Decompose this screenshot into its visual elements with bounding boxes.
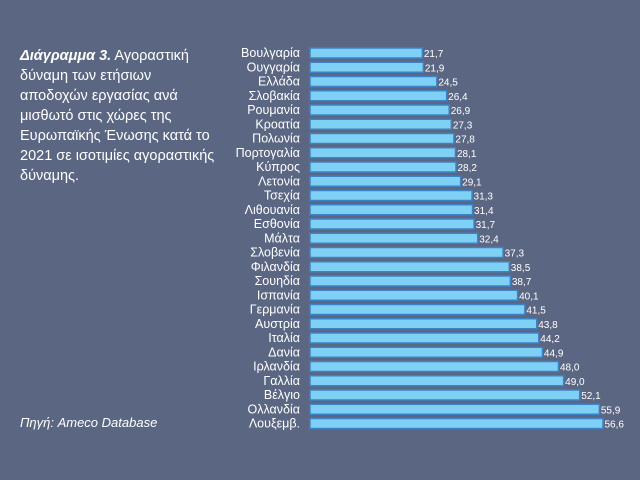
bar-3 bbox=[309, 75, 438, 88]
bar-4 bbox=[309, 90, 448, 102]
bar-13 bbox=[309, 218, 475, 230]
value-label: 49,0 bbox=[565, 377, 585, 388]
value-label: 44,9 bbox=[544, 348, 564, 359]
category-label: Βουλγαρία bbox=[241, 46, 300, 60]
bar-20 bbox=[309, 318, 538, 330]
value-label: 28,1 bbox=[457, 149, 477, 160]
bar-16 bbox=[309, 261, 511, 273]
value-label: 38,7 bbox=[512, 277, 532, 288]
bar-18 bbox=[309, 289, 519, 301]
category-label: Σλοβακία bbox=[249, 89, 300, 103]
value-label: 32,4 bbox=[479, 234, 499, 245]
category-label: Λετονία bbox=[258, 174, 300, 188]
value-label: 31,7 bbox=[476, 220, 496, 231]
chart-caption: Διάγραμμα 3. Αγοραστική δύναμη των ετήσι… bbox=[20, 46, 215, 186]
bar-7 bbox=[309, 132, 455, 145]
value-label: 52,1 bbox=[581, 391, 601, 402]
caption-text: Αγοραστική δύναμη των ετήσιων αποδοχών ε… bbox=[20, 48, 215, 184]
bar-22 bbox=[309, 346, 544, 358]
value-label: 29,1 bbox=[462, 177, 482, 188]
category-label: Τσεχία bbox=[264, 189, 300, 203]
category-label: Σλοβενία bbox=[250, 246, 300, 260]
value-label: 31,4 bbox=[474, 206, 494, 217]
source-note: Πηγή: Ameco Database bbox=[20, 415, 158, 430]
bar-23 bbox=[309, 360, 560, 373]
category-label: Βέλγιο bbox=[264, 388, 300, 402]
category-label: Γαλλία bbox=[263, 374, 300, 388]
category-label: Πολωνία bbox=[252, 132, 300, 146]
value-label: 21,9 bbox=[425, 63, 445, 74]
value-label: 26,9 bbox=[451, 106, 471, 117]
bar-1 bbox=[309, 47, 424, 59]
value-label: 27,3 bbox=[453, 120, 473, 131]
category-label: Αυστρία bbox=[255, 317, 300, 331]
category-label: Ιταλία bbox=[268, 331, 300, 345]
bar-12 bbox=[309, 204, 474, 216]
bar-5 bbox=[309, 104, 451, 116]
category-label: Ρουμανία bbox=[247, 103, 300, 117]
category-label: Ουγγαρία bbox=[247, 60, 300, 74]
value-label: 21,7 bbox=[424, 49, 444, 60]
bar-2 bbox=[309, 61, 425, 73]
value-label: 56,6 bbox=[605, 420, 625, 431]
bar-26 bbox=[309, 403, 601, 415]
value-label: 55,9 bbox=[601, 405, 621, 416]
bar-8 bbox=[309, 147, 457, 159]
bar-21 bbox=[309, 332, 540, 344]
value-label: 24,5 bbox=[438, 78, 458, 89]
bar-15 bbox=[309, 246, 504, 259]
bar-19 bbox=[309, 303, 526, 316]
bar-14 bbox=[309, 232, 479, 244]
bar-17 bbox=[309, 275, 512, 287]
category-label: Ισπανία bbox=[257, 288, 300, 302]
bar-25 bbox=[309, 389, 581, 401]
bar-10 bbox=[309, 175, 462, 187]
category-label: Γερμανία bbox=[250, 303, 300, 317]
category-label: Ελλάδα bbox=[258, 75, 300, 89]
category-label: Δανία bbox=[268, 345, 300, 359]
category-label: Ιρλανδία bbox=[253, 360, 300, 374]
value-label: 37,3 bbox=[505, 249, 525, 260]
value-label: 38,5 bbox=[511, 263, 531, 274]
category-label: Κροατία bbox=[255, 117, 300, 131]
bar-6 bbox=[309, 118, 453, 130]
bar-9 bbox=[309, 161, 457, 173]
value-label: 26,4 bbox=[448, 92, 468, 103]
bar-24 bbox=[309, 375, 565, 387]
category-label: Λιθουανία bbox=[245, 203, 300, 217]
category-label: Κύπρος bbox=[256, 160, 300, 174]
value-label: 31,3 bbox=[474, 192, 494, 203]
category-label: Σουηδία bbox=[255, 274, 300, 288]
value-label: 41,5 bbox=[526, 306, 546, 317]
bar-11 bbox=[309, 189, 473, 202]
category-label: Εσθονία bbox=[254, 217, 300, 231]
category-label: Λουξεμβ. bbox=[249, 417, 300, 431]
value-label: 48,0 bbox=[560, 363, 580, 374]
category-label: Ολλανδία bbox=[248, 402, 300, 416]
category-label: Πορτογαλία bbox=[236, 146, 300, 160]
value-label: 27,8 bbox=[455, 135, 475, 146]
category-label: Μάλτα bbox=[264, 231, 300, 245]
value-label: 40,1 bbox=[519, 291, 539, 302]
value-label: 28,2 bbox=[457, 163, 477, 174]
value-label: 43,8 bbox=[538, 320, 558, 331]
caption-lead: Διάγραμμα 3. bbox=[20, 48, 112, 64]
category-label: Φιλανδία bbox=[251, 260, 300, 274]
bar-27 bbox=[309, 417, 604, 430]
value-label: 44,2 bbox=[540, 334, 560, 345]
